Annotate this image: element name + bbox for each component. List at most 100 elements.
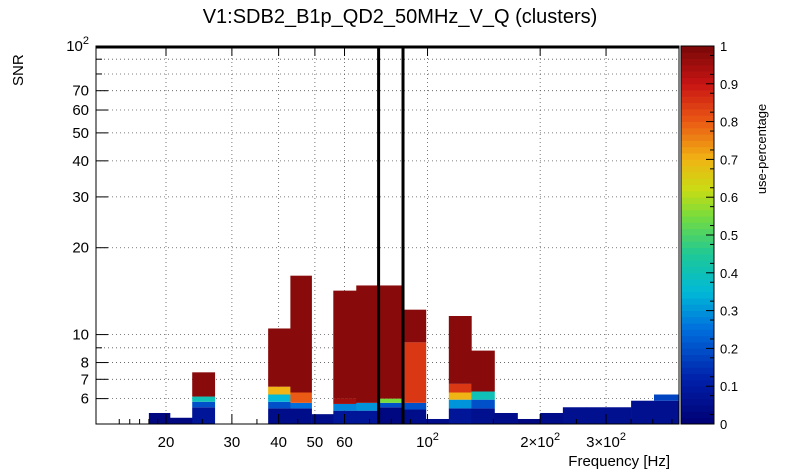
colorbar-segment bbox=[681, 146, 714, 154]
colorbar-segment bbox=[681, 140, 714, 148]
colorbar-segment bbox=[681, 361, 714, 368]
heatmap-cell bbox=[631, 400, 655, 424]
x-tick-label: 30 bbox=[224, 434, 241, 451]
colorbar-segment bbox=[681, 373, 714, 381]
colorbar-segment bbox=[681, 335, 714, 343]
colorbar-segment bbox=[681, 298, 714, 305]
heatmap-cell bbox=[268, 401, 291, 409]
y-tick-label: 40 bbox=[72, 153, 89, 170]
heatmap-cell bbox=[540, 412, 564, 424]
heatmap-cell bbox=[268, 408, 291, 424]
highlight-band bbox=[96, 45, 679, 424]
colorbar-tick-label: 0.6 bbox=[720, 190, 738, 205]
heatmap-cell bbox=[403, 342, 427, 403]
y-tick-label: 8 bbox=[81, 355, 89, 372]
colorbar-segment bbox=[681, 266, 714, 274]
x-axis: 20 30 40 50 60 102 2×102 3×102 bbox=[118, 46, 673, 451]
y-tick-label: 30 bbox=[72, 189, 89, 206]
x-tick-label: 40 bbox=[270, 434, 287, 451]
chart-title: V1:SDB2_B1p_QD2_50MHz_V_Q (clusters) bbox=[203, 6, 598, 28]
heatmap-cell bbox=[448, 408, 472, 424]
heatmap-cell bbox=[517, 418, 541, 424]
colorbar-segment bbox=[681, 190, 714, 198]
y-tick-label: 10 bbox=[72, 327, 89, 344]
colorbar-tick-label: 0.5 bbox=[720, 228, 738, 243]
colorbar-segment bbox=[681, 291, 714, 299]
heatmap-cell bbox=[378, 285, 404, 399]
colorbar-segment bbox=[681, 209, 714, 217]
colorbar-segment bbox=[681, 405, 714, 412]
colorbar-segment bbox=[681, 172, 714, 179]
heatmap-cell bbox=[378, 398, 404, 403]
y-tick-label: 50 bbox=[72, 125, 89, 142]
y-tick-label: 20 bbox=[72, 240, 89, 257]
heatmap-cell bbox=[608, 407, 632, 424]
heatmap-cell bbox=[585, 407, 610, 424]
colorbar-segment bbox=[681, 216, 714, 223]
colorbar: 0 0.1 0.2 0.3 0.4 0.5 0.6 0.7 0.8 0.9 1 bbox=[680, 39, 738, 432]
heatmap-cell bbox=[562, 407, 587, 424]
heatmap-cell bbox=[356, 402, 379, 411]
heatmap-cell bbox=[448, 315, 472, 384]
colorbar-segment bbox=[681, 184, 714, 192]
heatmap-cell bbox=[333, 398, 357, 404]
heatmap-cell bbox=[268, 394, 291, 402]
colorbar-segment bbox=[681, 77, 714, 85]
colorbar-segment bbox=[681, 64, 714, 72]
colorbar-segment bbox=[681, 222, 714, 230]
colorbar-segment bbox=[681, 241, 714, 248]
x-tick-label: 20 bbox=[158, 434, 175, 451]
colorbar-segment bbox=[681, 310, 714, 318]
colorbar-tick-label: 1 bbox=[720, 39, 727, 54]
heatmap-cell bbox=[471, 408, 495, 424]
heatmap-cell bbox=[378, 402, 404, 408]
colorbar-segment bbox=[681, 96, 714, 104]
colorbar-segment bbox=[681, 285, 714, 293]
colorbar-segment bbox=[681, 52, 714, 59]
colorbar-segment bbox=[681, 342, 714, 349]
colorbar-segment bbox=[681, 253, 714, 261]
colorbar-segment bbox=[681, 392, 714, 400]
y-axis: 102 70 60 50 40 30 20 10 87 6 bbox=[66, 35, 108, 408]
colorbar-segment bbox=[681, 90, 714, 97]
colorbar-segment bbox=[681, 46, 714, 53]
colorbar-tick-label: 0.7 bbox=[720, 152, 738, 167]
colorbar-segment bbox=[681, 367, 714, 374]
colorbar-segment bbox=[681, 304, 714, 311]
heatmap-cell bbox=[192, 372, 216, 397]
heatmap-cell bbox=[403, 309, 427, 343]
x-tick-label: 60 bbox=[336, 434, 353, 451]
y-axis-title: SNR bbox=[10, 54, 27, 86]
colorbar-segment bbox=[681, 272, 714, 280]
colorbar-segment bbox=[681, 159, 714, 167]
heatmap-cell bbox=[356, 410, 379, 424]
colorbar-segment bbox=[681, 197, 714, 204]
colorbar-title: use-percentage bbox=[754, 104, 769, 194]
colorbar-segment bbox=[681, 121, 714, 129]
x-tick-label: 102 bbox=[416, 431, 439, 451]
colorbar-segment bbox=[681, 247, 714, 255]
colorbar-tick-label: 0 bbox=[720, 417, 727, 432]
heatmap-cell bbox=[471, 350, 495, 392]
colorbar-segment bbox=[681, 279, 714, 286]
heatmap-cell bbox=[333, 290, 357, 399]
heatmap-cell bbox=[290, 392, 312, 403]
y-tick-label: 102 bbox=[66, 35, 89, 55]
colorbar-tick-label: 0.3 bbox=[720, 304, 738, 319]
colorbar-segment bbox=[681, 398, 714, 406]
heatmap-cell bbox=[192, 401, 216, 408]
heatmap-cell bbox=[268, 328, 291, 387]
heatmap-cell bbox=[192, 396, 216, 402]
colorbar-segment bbox=[681, 127, 714, 135]
colorbar-segment bbox=[681, 83, 714, 91]
heatmap-cell bbox=[290, 275, 312, 393]
heatmap-cell bbox=[378, 407, 404, 424]
colorbar-segment bbox=[681, 178, 714, 185]
colorbar-segment bbox=[681, 115, 714, 122]
colorbar-segment bbox=[681, 417, 714, 425]
colorbar-segment bbox=[681, 102, 714, 110]
heatmap-cells bbox=[148, 275, 680, 424]
colorbar-tick-label: 0.4 bbox=[720, 266, 738, 281]
heatmap-cell bbox=[290, 408, 312, 424]
